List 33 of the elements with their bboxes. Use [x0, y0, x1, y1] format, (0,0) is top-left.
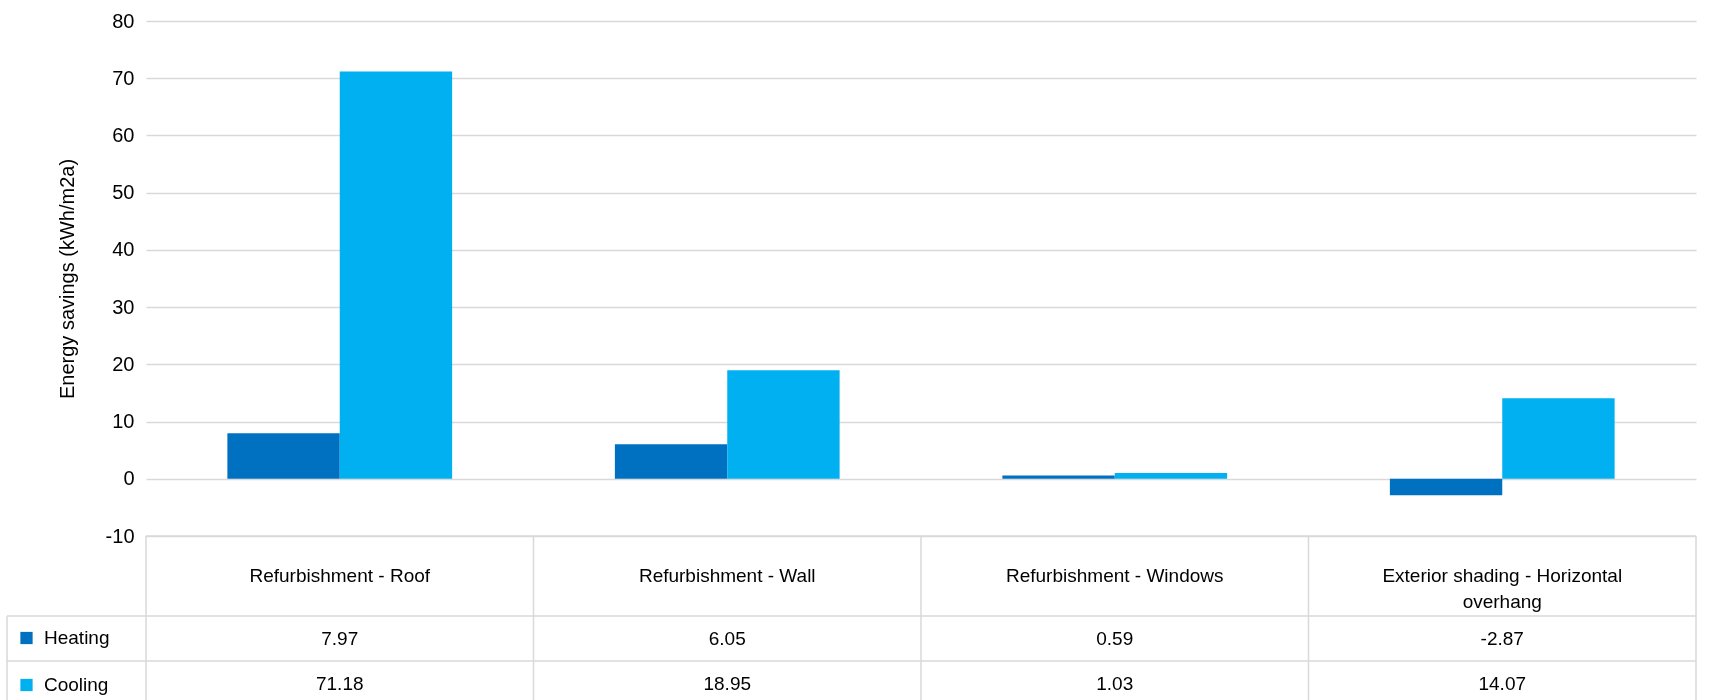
legend-label: Cooling [44, 674, 109, 695]
data-label: 0.59 [1096, 627, 1134, 649]
y-tick-label: 60 [112, 123, 135, 146]
bar [1114, 472, 1228, 479]
data-label: 18.95 [703, 672, 752, 694]
y-tick-label: 40 [112, 238, 135, 261]
bar [227, 433, 340, 479]
y-tick-label: 10 [112, 410, 135, 433]
y-tick-label: 20 [112, 352, 135, 375]
x-tick-label: Refurbishment - Roof [249, 565, 431, 586]
y-tick-label: 0 [123, 467, 135, 490]
data-label: 1.03 [1096, 672, 1134, 694]
bar [1502, 398, 1615, 479]
data-label: 7.97 [321, 627, 359, 649]
bar [339, 71, 453, 479]
x-tick-label: Refurbishment - Windows [1005, 565, 1224, 586]
y-tick-label: 50 [112, 181, 135, 204]
data-label: 14.07 [1478, 672, 1527, 694]
data-label: 71.18 [315, 672, 364, 694]
x-tick-label: Refurbishment - Wall [638, 565, 816, 586]
bar [727, 370, 840, 479]
x-tick-label: Exterior shading - Horizontal overhang [1382, 565, 1623, 612]
data-label: 6.05 [708, 627, 746, 649]
data-label: -2.87 [1480, 627, 1524, 649]
bar [1389, 478, 1503, 496]
y-tick-label: 80 [112, 9, 135, 32]
y-axis-title: Energy savings (kWh/m2a) [55, 158, 78, 400]
y-tick-label: -10 [105, 524, 135, 547]
y-tick-label: 70 [112, 66, 135, 89]
bar [614, 444, 728, 479]
legend-label: Heating [44, 627, 110, 648]
bar [1002, 475, 1115, 479]
y-tick-label: 30 [112, 295, 135, 318]
